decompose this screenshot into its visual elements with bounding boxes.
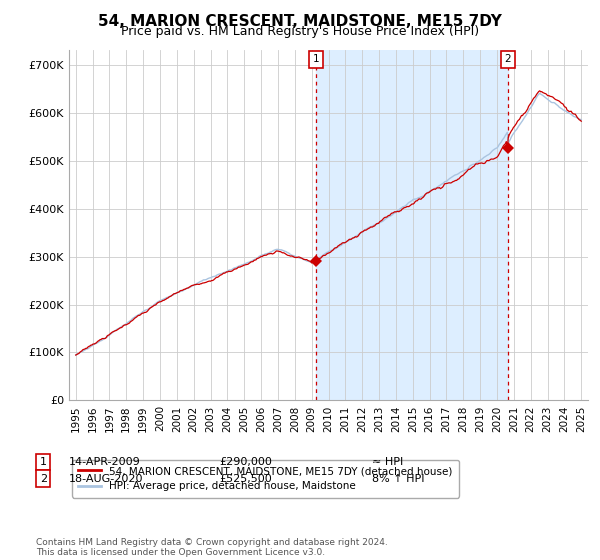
Text: 1: 1 [40, 457, 47, 467]
Bar [316, 50, 508, 400]
Text: Price paid vs. HM Land Registry's House Price Index (HPI): Price paid vs. HM Land Registry's House … [121, 25, 479, 38]
Text: ≈ HPI: ≈ HPI [372, 457, 403, 467]
Text: 1: 1 [313, 54, 320, 64]
Text: 54, MARION CRESCENT, MAIDSTONE, ME15 7DY: 54, MARION CRESCENT, MAIDSTONE, ME15 7DY [98, 14, 502, 29]
Text: 14-APR-2009: 14-APR-2009 [69, 457, 141, 467]
Text: Contains HM Land Registry data © Crown copyright and database right 2024.
This d: Contains HM Land Registry data © Crown c… [36, 538, 388, 557]
Text: 2: 2 [505, 54, 511, 64]
Text: £290,000: £290,000 [219, 457, 272, 467]
Legend: 54, MARION CRESCENT, MAIDSTONE, ME15 7DY (detached house), HPI: Average price, d: 54, MARION CRESCENT, MAIDSTONE, ME15 7DY… [71, 460, 459, 498]
Text: 18-AUG-2020: 18-AUG-2020 [69, 474, 143, 484]
Text: £525,500: £525,500 [219, 474, 272, 484]
Text: 2: 2 [40, 474, 47, 484]
Text: 8% ↑ HPI: 8% ↑ HPI [372, 474, 425, 484]
